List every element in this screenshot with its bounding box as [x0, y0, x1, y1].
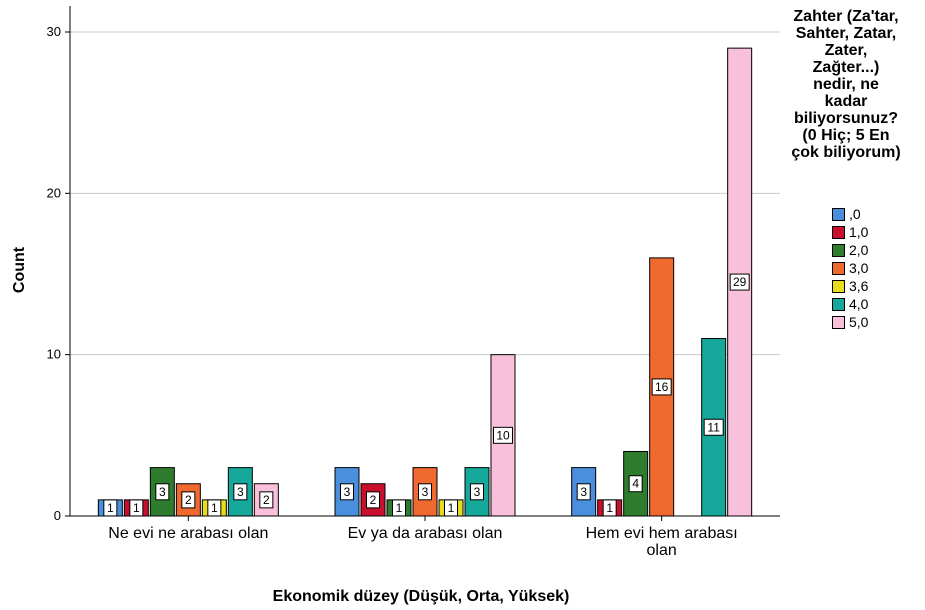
data-label-box — [651, 378, 672, 396]
data-label: 1 — [133, 501, 140, 515]
data-label-box — [444, 499, 458, 517]
data-label: 2 — [370, 493, 377, 507]
data-label: 1 — [448, 501, 455, 515]
legend-title-line: biliyorsunuz? — [794, 110, 898, 127]
data-label-box — [155, 483, 170, 501]
data-label: 1 — [107, 501, 114, 515]
legend-label: 2,0 — [849, 242, 869, 258]
data-label: 3 — [474, 485, 481, 499]
legend-label: ,0 — [849, 206, 861, 222]
bars — [97, 47, 753, 517]
x-axis-title: Ekonomik düzey (Düşük, Orta, Yüksek) — [273, 588, 570, 605]
legend-title-line: çok biliyorum) — [791, 144, 901, 161]
legend-item: 4,0 — [832, 295, 868, 313]
legend-title-line: Sahter, Zatar, — [795, 25, 897, 42]
legend-label: 3,0 — [849, 260, 869, 276]
data-label-box — [207, 499, 222, 517]
legend-title-line: nedir, ne — [813, 76, 879, 93]
legend-title: Zahter (Za'tar, Sahter, Zatar, Zater, Zağte… — [768, 8, 924, 161]
data-label: 4 — [632, 477, 639, 491]
legend-label: 3,6 — [849, 278, 869, 294]
x-tick-label: olan — [647, 542, 677, 559]
legend-swatch — [832, 243, 845, 257]
legend-swatch — [832, 261, 845, 275]
data-label: 3 — [159, 485, 166, 499]
data-label: 1 — [396, 501, 403, 515]
x-tick-label: Ev ya da arabası olan — [348, 525, 503, 542]
legend-title-line: Zater, — [824, 42, 868, 59]
legend-item: 3,6 — [832, 277, 868, 295]
legend-title-line: (0 Hiç; 5 En — [802, 127, 890, 144]
data-label-box — [493, 426, 513, 444]
legend-swatch — [832, 225, 845, 239]
data-label: 29 — [733, 275, 747, 289]
data-label: 3 — [580, 485, 587, 499]
y-axis-title: Count — [11, 246, 28, 293]
data-label-box — [602, 499, 617, 517]
legend-label: 5,0 — [849, 314, 869, 330]
x-tick-label: Hem evi hem arabası — [586, 525, 738, 542]
legend-swatch — [832, 297, 845, 311]
legend: ,0 1,0 2,0 3,0 3,6 4,0 5,0 — [832, 205, 868, 331]
y-tick-label: 30 — [47, 24, 61, 39]
data-label-box — [181, 491, 196, 509]
data-label-box — [729, 273, 750, 291]
data-label-box — [418, 483, 432, 501]
legend-item: 2,0 — [832, 241, 868, 259]
legend-title-line: Zahter (Za'tar, — [793, 8, 899, 25]
legend-swatch — [832, 315, 845, 329]
data-label-box — [340, 483, 354, 501]
data-label: 3 — [344, 485, 351, 499]
legend-label: 1,0 — [849, 224, 869, 240]
data-label-box — [103, 499, 118, 517]
data-label: 11 — [707, 420, 720, 434]
data-label-box — [703, 418, 724, 436]
data-label-box — [392, 499, 406, 517]
data-label-box — [129, 499, 144, 517]
legend-title-line: kadar — [824, 93, 868, 110]
data-label-box — [576, 483, 591, 501]
data-label: 16 — [655, 380, 669, 394]
data-label: 2 — [263, 493, 270, 507]
data-label-box — [470, 483, 484, 501]
legend-swatch — [832, 207, 845, 221]
y-tick-label: 20 — [47, 185, 61, 200]
y-tick-label: 10 — [47, 347, 61, 362]
data-label: 1 — [211, 501, 218, 515]
legend-item: 1,0 — [832, 223, 868, 241]
legend-item: 3,0 — [832, 259, 868, 277]
data-label: 3 — [237, 485, 244, 499]
legend-swatch — [832, 279, 845, 293]
data-label: 2 — [185, 493, 192, 507]
legend-item: 5,0 — [832, 313, 868, 331]
data-label-box — [233, 483, 248, 501]
legend-item: ,0 — [832, 205, 868, 223]
x-tick-label: Ne evi ne arabası olan — [108, 525, 268, 542]
data-label-box — [259, 491, 274, 509]
data-label-box — [628, 475, 643, 493]
data-label-box — [366, 491, 380, 509]
legend-title-line: Zağter...) — [812, 59, 880, 76]
legend-label: 4,0 — [849, 296, 869, 312]
y-tick-label: 0 — [54, 508, 61, 523]
data-label: 1 — [606, 501, 613, 515]
data-label: 10 — [496, 428, 510, 442]
data-label: 3 — [422, 485, 429, 499]
